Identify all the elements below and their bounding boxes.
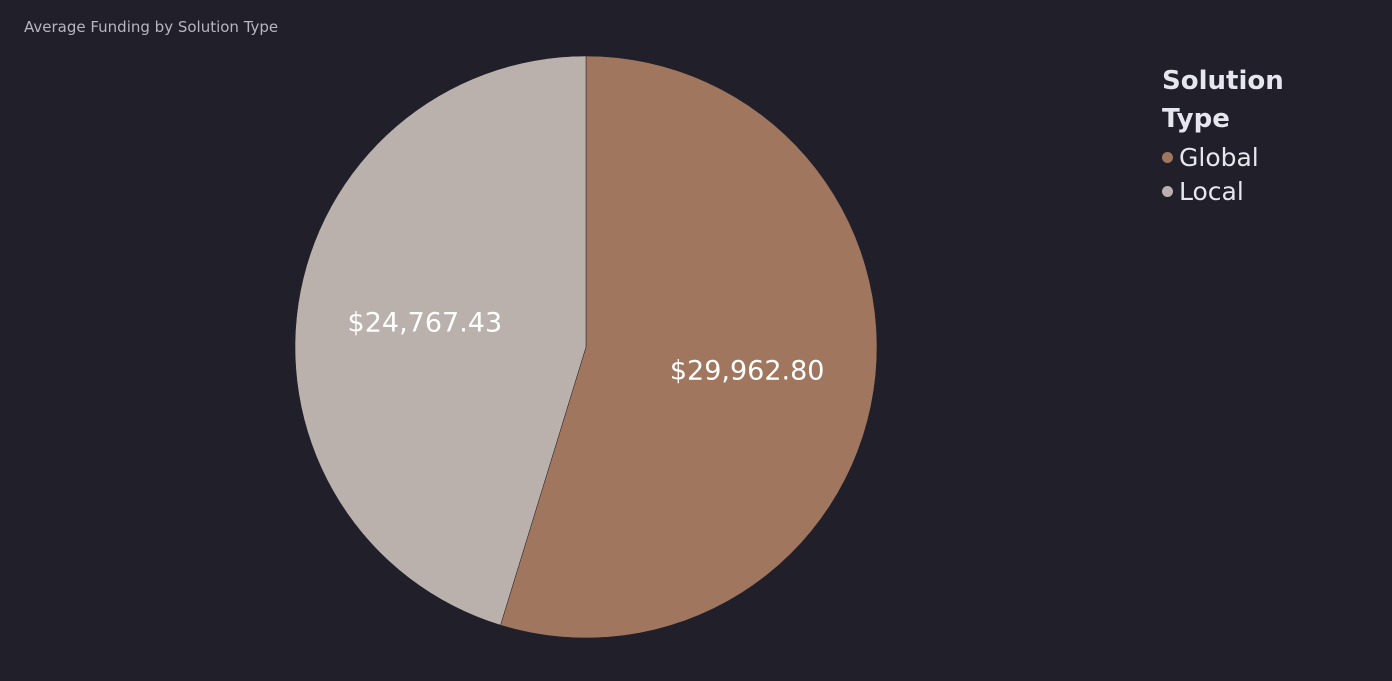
slice-label-local: $24,767.43 [348,307,503,338]
legend-dot-global [1162,151,1173,163]
legend-label-local: Local [1179,176,1244,206]
pie-slice-local[interactable] [294,55,587,626]
chart-title: Average Funding by Solution Type [24,18,279,36]
legend-item-local[interactable]: Local [1162,174,1302,208]
legend-title: Solution Type [1162,66,1284,134]
pie-labels: $29,962.80 $24,767.43 [348,307,825,386]
pie-slice-global[interactable] [500,55,878,639]
legend-label-global: Global [1179,142,1259,172]
legend-dot-local [1162,185,1173,197]
slice-label-global: $29,962.80 [670,356,825,387]
legend-item-global[interactable]: Global [1162,140,1302,174]
legend: Solution Type Global Local [1162,62,1302,208]
pie-slices [294,55,878,639]
